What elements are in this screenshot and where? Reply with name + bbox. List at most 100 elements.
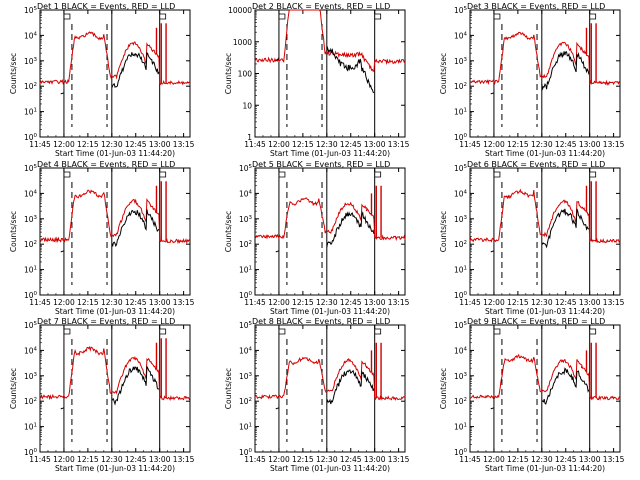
- marker-tab: [159, 171, 167, 178]
- y-axis-label: Counts/sec: [9, 53, 18, 94]
- panel-title: Det 5 BLACK = Events, RED = LLD: [252, 160, 390, 169]
- y-tick-exponent: 0: [34, 448, 38, 454]
- y-tick-label: 101: [24, 266, 37, 275]
- y-tick-exponent: 2: [464, 397, 468, 403]
- x-tick-label: 12:15: [292, 455, 314, 464]
- panel-title: Det 1 BLACK = Events, RED = LLD: [37, 2, 175, 11]
- panel-title: Det 6 BLACK = Events, RED = LLD: [467, 160, 605, 169]
- y-tick-label: 101: [454, 108, 467, 117]
- plot-frame: [469, 167, 621, 296]
- x-tick-label: 12:00: [483, 298, 505, 307]
- y-tick-exponent: 1: [249, 266, 253, 272]
- x-tick-label: 13:00: [579, 298, 601, 307]
- x-tick-label: 13:00: [579, 455, 601, 464]
- panel-title: Det 3 BLACK = Events, RED = LLD: [467, 2, 605, 11]
- y-tick-exponent: 2: [34, 82, 38, 88]
- y-tick-label: 103: [454, 372, 468, 381]
- y-axis-label: Counts/sec: [9, 368, 18, 409]
- y-tick-exponent: 5: [34, 6, 38, 12]
- plot-frame: [254, 9, 406, 138]
- y-tick-exponent: 1: [34, 266, 38, 272]
- y-tick-exponent: 3: [34, 372, 38, 378]
- y-tick-exponent: 5: [34, 321, 38, 327]
- y-axis-label: Counts/sec: [439, 368, 448, 409]
- x-axis-label: Start Time (01-Jun-03 11:44:20): [270, 307, 390, 316]
- y-tick-exponent: 0: [464, 448, 468, 454]
- y-tick-exponent: 4: [34, 31, 38, 37]
- y-tick-label: 10: [242, 101, 252, 110]
- y-tick-label: 104: [24, 189, 38, 198]
- y-tick-label: 1000: [233, 38, 252, 47]
- y-tick-label: 101: [239, 266, 252, 275]
- x-tick-label: 11:45: [459, 455, 481, 464]
- y-tick-exponent: 5: [464, 164, 468, 170]
- y-tick-label: 101: [454, 423, 467, 432]
- x-axis-label: Start Time (01-Jun-03 11:44:20): [485, 307, 605, 316]
- y-tick-label: 102: [24, 82, 37, 91]
- y-tick-exponent: 1: [464, 423, 468, 429]
- marker-tab: [159, 328, 167, 335]
- marker-tab: [63, 13, 71, 20]
- y-tick-exponent: 4: [464, 31, 468, 37]
- y-tick-exponent: 4: [249, 346, 253, 352]
- panel-det-2: Det 2 BLACK = Events, RED = LLD 1 10 100 100…: [224, 2, 410, 158]
- events-pre-segment: [490, 250, 495, 253]
- y-tick-label: 105: [454, 6, 468, 15]
- x-axis-label: Start Time (01-Jun-03 11:44:20): [55, 307, 175, 316]
- plot-frame: [39, 9, 191, 138]
- plot-frame: [39, 324, 191, 453]
- y-tick-label: 101: [454, 266, 467, 275]
- y-tick-exponent: 5: [464, 6, 468, 12]
- y-axis-label: Counts/sec: [224, 53, 233, 94]
- panel-det-5: Det 5 BLACK = Events, RED = LLD100101102…: [224, 160, 410, 316]
- lld-series-line: [469, 31, 620, 86]
- x-tick-label: 12:30: [316, 140, 338, 149]
- x-tick-label: 11:45: [244, 455, 266, 464]
- events-pre-segment: [490, 407, 495, 410]
- marker-tab: [278, 13, 286, 20]
- events-series-line: [326, 369, 375, 405]
- marker-tab: [63, 328, 71, 335]
- x-tick-label: 13:00: [364, 140, 386, 149]
- y-axis-label: Counts/sec: [9, 211, 18, 252]
- y-tick-label: 104: [24, 31, 38, 40]
- x-tick-label: 12:00: [268, 455, 290, 464]
- x-tick-label: 12:30: [531, 140, 553, 149]
- y-tick-label: 103: [454, 215, 468, 224]
- events-pre-segment: [275, 250, 280, 253]
- x-tick-label: 11:45: [29, 455, 51, 464]
- events-series-line: [326, 211, 375, 248]
- x-tick-label: 12:45: [340, 455, 362, 464]
- y-tick-exponent: 5: [34, 164, 38, 170]
- x-tick-label: 13:15: [603, 140, 625, 149]
- y-tick-label: 103: [239, 215, 253, 224]
- x-tick-label: 12:30: [101, 455, 123, 464]
- lld-series-line: [39, 189, 191, 245]
- y-tick-exponent: 5: [249, 164, 253, 170]
- x-tick-label: 13:15: [173, 455, 195, 464]
- y-tick-exponent: 2: [464, 240, 468, 246]
- x-axis-label: Start Time (01-Jun-03 11:44:20): [55, 464, 175, 473]
- x-tick-label: 12:00: [483, 455, 505, 464]
- y-tick-label: 102: [24, 397, 37, 406]
- y-tick-label: 102: [239, 397, 252, 406]
- x-tick-label: 13:00: [364, 455, 386, 464]
- y-axis-label: Counts/sec: [224, 211, 233, 252]
- panel-title: Det 9 BLACK = Events, RED = LLD: [467, 317, 605, 326]
- y-tick-label: 100: [24, 133, 38, 142]
- panel-det-9: Det 9 BLACK = Events, RED = LLD100101102…: [439, 317, 625, 473]
- events-pre-segment: [60, 407, 65, 410]
- x-tick-label: 12:30: [101, 140, 123, 149]
- panel-det-1: Det 1 BLACK = Events, RED = LLD100101102…: [9, 2, 195, 158]
- x-tick-label: 12:15: [77, 455, 99, 464]
- x-tick-label: 12:30: [101, 298, 123, 307]
- y-axis-label: Counts/sec: [224, 368, 233, 409]
- marker-tab: [374, 171, 382, 178]
- y-tick-label: 100: [239, 448, 253, 457]
- x-tick-label: 12:15: [77, 140, 99, 149]
- y-tick-exponent: 0: [249, 448, 253, 454]
- x-tick-label: 12:45: [555, 298, 577, 307]
- y-tick-exponent: 1: [249, 423, 253, 429]
- y-tick-exponent: 3: [249, 372, 253, 378]
